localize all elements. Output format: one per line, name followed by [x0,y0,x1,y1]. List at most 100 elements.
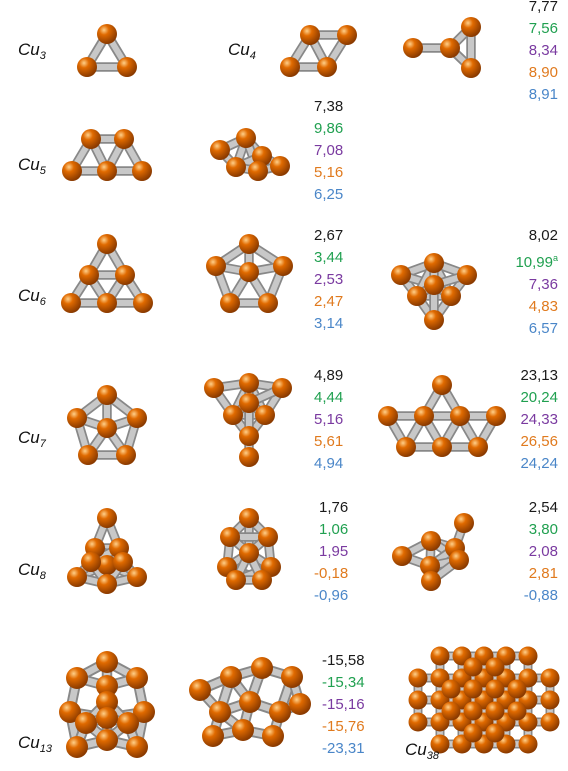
cu7-bipyramid-structure [67,385,147,465]
atom [67,567,87,587]
atom [114,129,134,149]
atom [206,256,226,276]
label-cu4: Cu4 [228,40,256,62]
atom [540,712,560,732]
atom [97,555,117,575]
atom [96,675,118,697]
atom [430,734,450,754]
value: 4,89 [314,367,344,384]
cu6-3d-structure [391,253,477,330]
value: -15,58 [322,652,365,669]
atom [232,719,254,741]
atom [403,38,423,58]
atom [59,701,81,723]
atom [441,701,461,721]
value: 8,02 [528,227,558,244]
atom [414,406,434,426]
value: -15,34 [322,674,365,691]
value: 2,81 [528,565,558,582]
atom [202,725,224,747]
atom [518,734,538,754]
atom [391,265,411,285]
atom [540,690,560,710]
value: 1,06 [319,521,349,538]
atom [239,373,259,393]
atom [420,556,440,576]
atom [252,146,272,166]
atom [127,408,147,428]
atom [117,57,137,77]
value: -23,31 [322,740,365,757]
atom [78,445,98,465]
value: 5,16 [314,164,344,181]
atom [96,707,118,729]
value: 9,86 [314,120,344,137]
value: 5,61 [314,433,344,450]
atom [430,646,450,666]
atom [486,406,506,426]
atom [126,736,148,758]
cu6-pentagonal-structure [206,234,293,313]
atom [220,666,242,688]
atom [132,161,152,181]
value: 23,13 [520,367,558,384]
atom [463,701,483,721]
atom [270,156,290,176]
cu8-capped-structure [392,513,474,591]
atom [337,25,357,45]
atom [239,426,259,446]
atom [239,234,259,254]
atom [269,701,291,723]
value: 7,38 [314,98,344,115]
atom [463,679,483,699]
atom [258,293,278,313]
cu38-structure [408,646,560,754]
atom [239,691,261,713]
label-cu5: Cu5 [18,155,46,177]
value: 8,90 [528,64,558,81]
atom [204,378,224,398]
atom [239,262,259,282]
atom [239,393,259,413]
value: 7,36 [528,276,558,293]
cu8-cube-structure [217,508,281,590]
atom [97,234,117,254]
value: 3,80 [528,521,558,538]
atom [127,567,147,587]
values-cu7a: 4,89 4,44 5,16 5,61 4,94 [314,365,343,475]
value: 10,99a [515,253,558,271]
atom [273,256,293,276]
value: -0,96 [314,587,349,604]
atom [115,265,135,285]
atom [97,574,117,594]
atom [75,712,97,734]
atom [226,157,246,177]
label-cu8: Cu8 [18,560,46,582]
atom [79,265,99,285]
atom [485,701,505,721]
atom [220,527,240,547]
atom [255,405,275,425]
atom [77,57,97,77]
atom [440,38,460,58]
cu5-trapezoid-structure [62,129,152,181]
atom [289,693,311,715]
cu13-icosahedral-structure [59,651,155,758]
label-cu3: Cu3 [18,40,46,62]
atom [209,701,231,723]
value: 2,54 [528,499,558,516]
atom [252,570,272,590]
atom [239,543,259,563]
value: 5,16 [314,411,344,428]
value: 6,57 [528,320,558,337]
atom [97,385,117,405]
atom [66,736,88,758]
atom [133,293,153,313]
atom [421,531,441,551]
atom [463,723,483,743]
atom [96,691,118,713]
atom [97,293,117,313]
label-cu38: Cu38 [405,740,439,762]
atom [378,406,398,426]
atom [210,140,230,160]
